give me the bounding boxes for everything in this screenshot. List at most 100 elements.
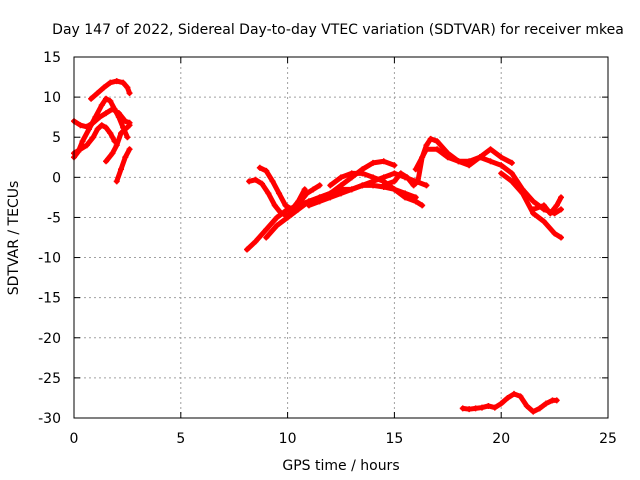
data-point — [434, 146, 441, 153]
data-point — [498, 400, 505, 407]
y-tick-label: -25 — [38, 371, 61, 387]
data-point — [327, 194, 334, 201]
x-tick-label: 15 — [385, 431, 403, 447]
data-point — [276, 190, 283, 197]
data-point — [126, 146, 133, 153]
series-trace — [413, 146, 564, 216]
data-point — [508, 178, 515, 185]
data-point — [77, 122, 84, 129]
data-point — [391, 186, 398, 193]
data-point — [98, 102, 105, 109]
data-point — [508, 170, 515, 177]
data-point — [124, 84, 131, 91]
data-point — [551, 230, 558, 237]
data-point — [498, 162, 505, 169]
data-point — [117, 130, 124, 137]
data-point — [263, 167, 270, 174]
y-tick-label: -30 — [38, 411, 61, 427]
data-point — [258, 180, 265, 187]
data-point — [107, 98, 114, 105]
data-point — [263, 234, 270, 241]
data-point — [107, 79, 114, 86]
data-point — [540, 202, 547, 209]
data-series-17 — [459, 390, 560, 415]
data-point — [508, 159, 515, 166]
data-point — [380, 182, 387, 189]
y-tick-label: 5 — [52, 130, 61, 146]
data-point — [94, 126, 101, 133]
data-series-12 — [327, 170, 426, 209]
data-point — [92, 114, 99, 121]
data-point — [348, 170, 355, 177]
data-point — [423, 182, 430, 189]
series-trace — [498, 170, 564, 240]
data-point — [498, 170, 505, 177]
data-point — [338, 190, 344, 197]
series-trace — [257, 165, 308, 212]
data-point — [282, 202, 289, 209]
data-point — [263, 226, 270, 233]
data-point — [540, 218, 547, 225]
data-point — [79, 138, 86, 145]
data-point — [391, 162, 398, 169]
data-point — [113, 178, 120, 185]
data-point — [558, 194, 565, 201]
data-point — [271, 202, 278, 209]
data-point — [115, 114, 122, 121]
data-point — [391, 178, 398, 185]
data-point — [519, 190, 526, 197]
y-tick-label: 10 — [43, 90, 61, 106]
series-trace — [460, 391, 560, 415]
data-point — [278, 210, 285, 217]
data-point — [511, 390, 518, 397]
data-point — [536, 405, 543, 412]
x-tick-label: 0 — [70, 431, 79, 447]
data-point — [126, 90, 133, 97]
x-tick-label: 10 — [279, 431, 297, 447]
y-tick-label: -5 — [47, 210, 61, 226]
data-point — [487, 158, 494, 165]
data-point — [466, 158, 473, 165]
data-point — [517, 393, 524, 400]
data-point — [126, 122, 133, 129]
data-point — [338, 182, 344, 189]
data-point — [295, 198, 302, 205]
data-series-2 — [71, 95, 131, 161]
series-trace — [71, 106, 133, 130]
data-point — [305, 202, 312, 209]
data-point — [256, 164, 263, 171]
data-point — [459, 405, 466, 412]
data-point — [327, 182, 334, 189]
data-point — [523, 402, 530, 409]
y-tick-label: -15 — [38, 291, 61, 307]
data-series-9 — [256, 164, 308, 213]
data-point — [558, 206, 565, 213]
data-point — [284, 214, 291, 221]
data-series-4 — [88, 78, 133, 102]
y-axis-label: SDTVAR / TECUs — [6, 181, 22, 296]
data-point — [410, 182, 417, 189]
data-point — [310, 186, 317, 193]
data-point — [252, 176, 259, 183]
data-point — [370, 174, 377, 181]
series-trace — [327, 170, 425, 208]
data-point — [316, 182, 323, 189]
x-tick-label: 5 — [176, 431, 185, 447]
data-point — [252, 238, 259, 245]
data-point — [117, 166, 124, 173]
data-point — [109, 150, 116, 157]
data-point — [391, 170, 398, 177]
data-point — [404, 174, 411, 181]
data-point — [553, 202, 560, 209]
plot-frame — [73, 56, 609, 419]
data-point — [466, 406, 473, 413]
ticks: 0 5 10 15 20 25 15 10 5 0 -5 -10 -15 -20 -25 -30 — [38, 50, 617, 447]
data-series-5 — [103, 122, 133, 165]
data-point — [553, 397, 560, 404]
data-point — [111, 106, 118, 113]
data-point — [269, 178, 276, 185]
data-point — [338, 174, 344, 181]
data-series-3 — [71, 122, 118, 157]
data-point — [120, 79, 127, 86]
data-point — [487, 146, 494, 153]
